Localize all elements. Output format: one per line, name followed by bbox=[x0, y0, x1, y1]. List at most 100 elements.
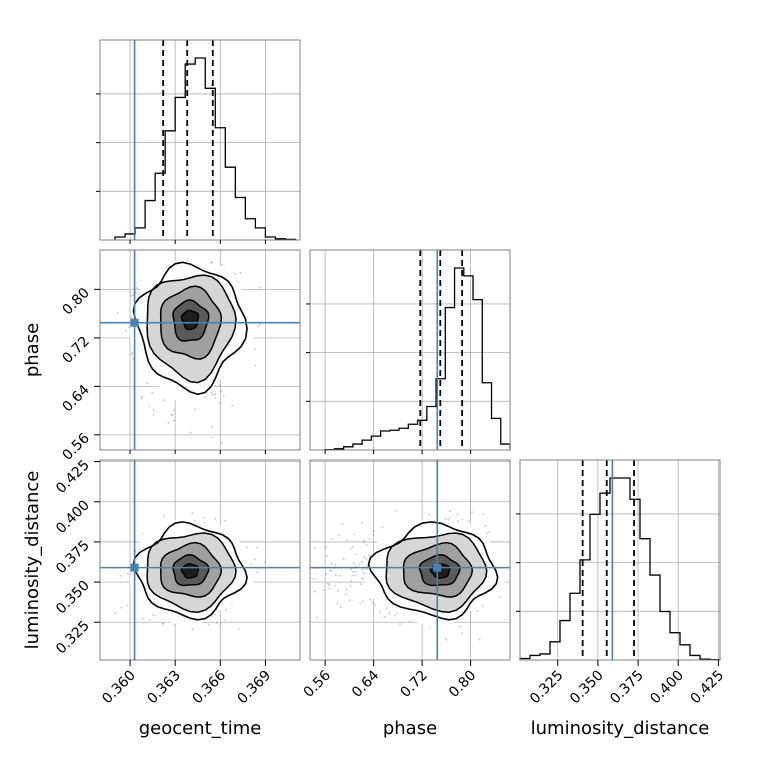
panel-luminosity_distance-vs-geocent_time bbox=[114, 512, 266, 630]
sample-point bbox=[428, 513, 431, 516]
sample-point bbox=[350, 568, 352, 571]
sample-point bbox=[467, 520, 470, 522]
sample-point bbox=[254, 347, 256, 350]
sample-point bbox=[172, 409, 175, 412]
sample-point bbox=[447, 518, 450, 521]
sample-point bbox=[250, 563, 253, 566]
xtick-label-phase-3: 0.80 bbox=[446, 668, 479, 701]
sample-point bbox=[325, 573, 328, 575]
sample-point bbox=[287, 604, 289, 606]
hist-frame-luminosity_distance bbox=[519, 459, 721, 661]
xtick-label-luminosity_distance-4: 0.425 bbox=[688, 668, 728, 708]
sample-point bbox=[288, 537, 290, 539]
sample-point bbox=[510, 566, 512, 568]
sample-point bbox=[231, 404, 234, 407]
sample-point bbox=[348, 599, 351, 602]
sample-point bbox=[486, 532, 488, 535]
sample-point bbox=[214, 384, 217, 387]
histogram-geocent_time bbox=[114, 57, 297, 241]
sample-point bbox=[278, 561, 280, 563]
xtick-label-phase-0: 0.56 bbox=[301, 667, 334, 700]
xtick-label-geocent_time-2: 0.366 bbox=[189, 667, 229, 707]
sample-point bbox=[327, 582, 329, 585]
sample-point bbox=[337, 534, 340, 537]
sample-point bbox=[371, 601, 374, 604]
xtick-label-luminosity_distance-2: 0.375 bbox=[607, 668, 647, 708]
sample-point bbox=[221, 442, 223, 444]
sample-point bbox=[365, 568, 368, 571]
truth-marker-luminosity_distance-phase bbox=[433, 563, 442, 572]
x-axis-label-phase: phase bbox=[383, 718, 437, 739]
sample-point bbox=[323, 589, 325, 592]
sample-point bbox=[194, 408, 197, 411]
sample-point bbox=[216, 622, 218, 624]
sample-point bbox=[330, 570, 332, 572]
sample-point bbox=[353, 533, 356, 535]
sample-point bbox=[129, 291, 132, 294]
sample-point bbox=[222, 395, 225, 398]
sample-point bbox=[189, 431, 192, 434]
panel-frame-luminosity_distance-geocent_time bbox=[99, 459, 301, 661]
panel-frame-phase-geocent_time bbox=[99, 249, 301, 451]
sample-point bbox=[350, 579, 353, 582]
sample-point bbox=[141, 617, 144, 620]
sample-point bbox=[354, 553, 357, 556]
sample-point bbox=[345, 593, 347, 595]
sample-point bbox=[151, 391, 154, 394]
sample-point bbox=[334, 584, 336, 587]
ticks-layer: 0.360 0.363 0.366 0.369 0.56 0.64 0.72 0.80 0.32… bbox=[53, 93, 728, 708]
sample-point bbox=[326, 554, 328, 557]
truth-marker-phase-geocent_time bbox=[130, 318, 139, 327]
sample-point bbox=[476, 610, 479, 612]
y-axis-label-luminosity-distance: luminosity_distance bbox=[22, 471, 43, 650]
sample-point bbox=[131, 294, 134, 297]
sample-point bbox=[373, 529, 375, 532]
histogram-luminosity_distance bbox=[519, 477, 721, 661]
sample-point bbox=[360, 583, 362, 586]
sample-point bbox=[336, 602, 339, 605]
sample-point bbox=[361, 561, 363, 564]
sample-point bbox=[220, 390, 223, 393]
sample-point bbox=[353, 562, 355, 565]
sample-point bbox=[334, 563, 337, 566]
sample-point bbox=[358, 563, 361, 566]
xtick-label-geocent_time-3: 0.369 bbox=[235, 668, 275, 708]
sample-point bbox=[301, 586, 303, 588]
sample-point bbox=[130, 316, 133, 319]
sample-point bbox=[362, 541, 365, 544]
sample-point bbox=[256, 571, 259, 574]
sample-point bbox=[116, 312, 119, 314]
sample-point bbox=[339, 574, 341, 577]
ytick-label-luminosity_distance-1: 0.350 bbox=[53, 578, 93, 618]
density-contour-4 bbox=[180, 309, 200, 331]
sample-point bbox=[352, 571, 354, 573]
ytick-label-phase-3: 0.80 bbox=[59, 285, 92, 318]
sample-point bbox=[362, 600, 365, 603]
sample-point bbox=[341, 523, 344, 526]
sample-point bbox=[210, 426, 213, 429]
sample-point bbox=[178, 478, 180, 480]
sample-point bbox=[119, 574, 122, 577]
marks-layer bbox=[100, 40, 721, 661]
sample-point bbox=[363, 572, 365, 574]
sample-point bbox=[334, 574, 337, 577]
xtick-label-phase-1: 0.64 bbox=[349, 667, 382, 700]
sample-point bbox=[456, 513, 459, 516]
sample-point bbox=[239, 271, 242, 274]
sample-point bbox=[223, 619, 226, 622]
ytick-label-luminosity_distance-2: 0.375 bbox=[53, 537, 93, 577]
hist-frame-phase bbox=[309, 249, 511, 451]
sample-point bbox=[355, 571, 357, 573]
sample-point bbox=[257, 325, 260, 328]
sample-point bbox=[354, 574, 356, 577]
sample-point bbox=[324, 546, 327, 549]
sample-point bbox=[389, 611, 391, 613]
sample-point bbox=[408, 621, 411, 623]
sample-point bbox=[163, 399, 166, 401]
sample-point bbox=[524, 526, 526, 528]
sample-point bbox=[161, 622, 164, 625]
sample-point bbox=[499, 596, 501, 599]
sample-point bbox=[162, 514, 165, 517]
sample-point bbox=[449, 510, 451, 513]
sample-point bbox=[140, 397, 143, 400]
